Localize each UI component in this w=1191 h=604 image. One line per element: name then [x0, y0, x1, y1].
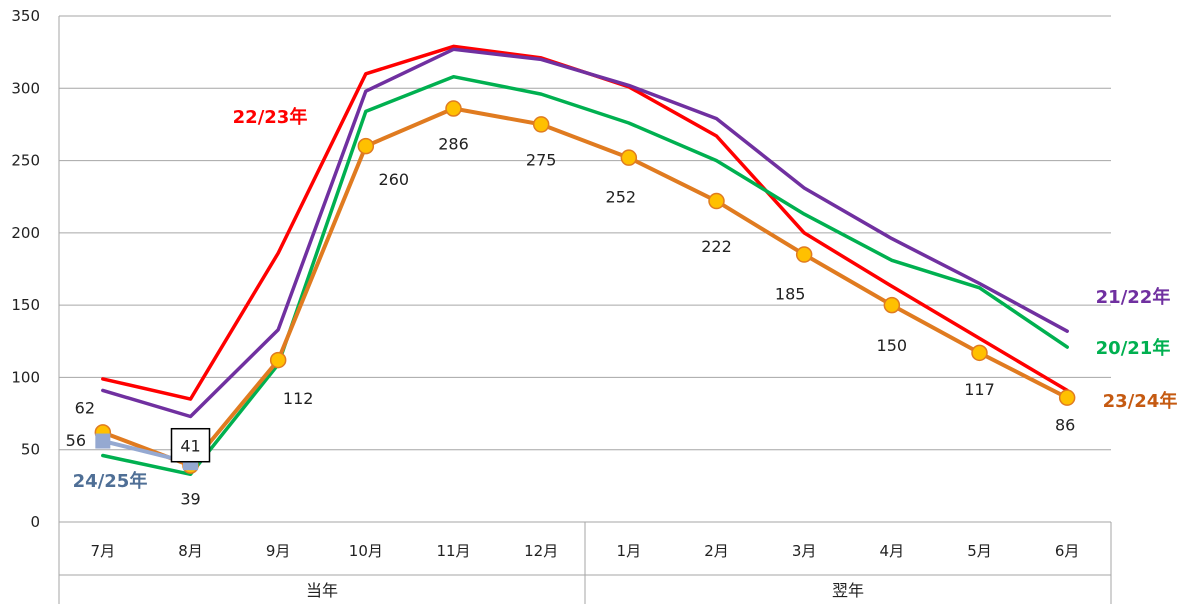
y-tick-label: 300 — [11, 79, 40, 97]
y-tick-label: 50 — [21, 441, 40, 459]
x-tick-label: 8月 — [178, 542, 203, 560]
point-marker — [883, 296, 901, 314]
point-marker — [971, 344, 988, 362]
point-marker — [795, 246, 813, 263]
y-tick-label: 150 — [11, 296, 40, 314]
y-tick-label: 100 — [11, 368, 40, 386]
data-label: 222 — [701, 237, 732, 256]
data-label: 112 — [283, 389, 314, 408]
x-tick-label: 12月 — [524, 542, 558, 560]
series-line-21/22年 — [101, 47, 1069, 419]
series-line-20/21年 — [101, 74, 1069, 477]
y-tick-label: 0 — [30, 513, 40, 531]
data-label: 62 — [75, 398, 95, 417]
point-marker-square — [95, 433, 111, 449]
y-tick-label: 350 — [11, 7, 40, 25]
series-label: 21/22年 — [1096, 286, 1171, 308]
gridlines — [59, 15, 1111, 451]
data-label: 150 — [877, 336, 908, 355]
x-tick-label: 11月 — [436, 542, 470, 560]
x-tick-label: 3月 — [792, 542, 817, 560]
point-marker — [532, 116, 550, 133]
data-label-box — [170, 427, 211, 463]
series-line-23/24年 — [100, 106, 1070, 468]
x-tick-label: 1月 — [617, 542, 642, 560]
data-label: 275 — [526, 150, 557, 169]
point-marker — [620, 149, 638, 166]
group-label: 翌年 — [832, 581, 864, 600]
series-lines — [100, 44, 1070, 477]
series-labels: 22/23年 21/22年 20/21年 23/24年 24/25年 — [73, 106, 1178, 492]
series-label: 22/23年 — [233, 106, 308, 128]
group-label: 当年 — [306, 581, 338, 600]
point-marker — [1058, 389, 1076, 406]
x-tick-label: 2月 — [704, 542, 729, 560]
x-tick-label: 9月 — [266, 542, 291, 560]
x-tick-label: 6月 — [1055, 542, 1080, 560]
data-labels: 62 39 112 260 286 275 252 222 185 150 117 86 56 41 — [66, 135, 1076, 509]
data-label: 41 — [180, 437, 200, 456]
point-marker — [708, 192, 725, 210]
data-label: 117 — [964, 380, 995, 399]
data-label: 185 — [775, 285, 806, 304]
series-label: 24/25年 — [73, 470, 148, 492]
data-label: 286 — [438, 135, 469, 154]
axes: 0 50 100 150 200 250 300 350 7月 8月 9月 10月 11月 12月 1月 2月… — [11, 7, 1112, 604]
series-label: 20/21年 — [1096, 337, 1171, 359]
data-label: 56 — [66, 431, 86, 450]
point-marker — [269, 351, 287, 369]
data-label: 86 — [1055, 416, 1075, 435]
data-label: 252 — [606, 188, 637, 207]
x-tick-label: 5月 — [967, 542, 992, 560]
x-tick-label: 10月 — [349, 542, 383, 560]
x-tick-label: 7月 — [91, 542, 116, 560]
data-label: 39 — [180, 490, 200, 509]
series-line-22/23年 — [101, 44, 1069, 401]
point-marker — [357, 137, 375, 155]
series-markers — [94, 100, 1076, 474]
data-label: 260 — [379, 170, 410, 189]
y-tick-label: 250 — [11, 152, 40, 170]
series-label: 23/24年 — [1103, 390, 1178, 412]
point-marker — [445, 100, 462, 117]
y-tick-label: 200 — [11, 224, 40, 242]
x-tick-label: 4月 — [880, 542, 905, 560]
